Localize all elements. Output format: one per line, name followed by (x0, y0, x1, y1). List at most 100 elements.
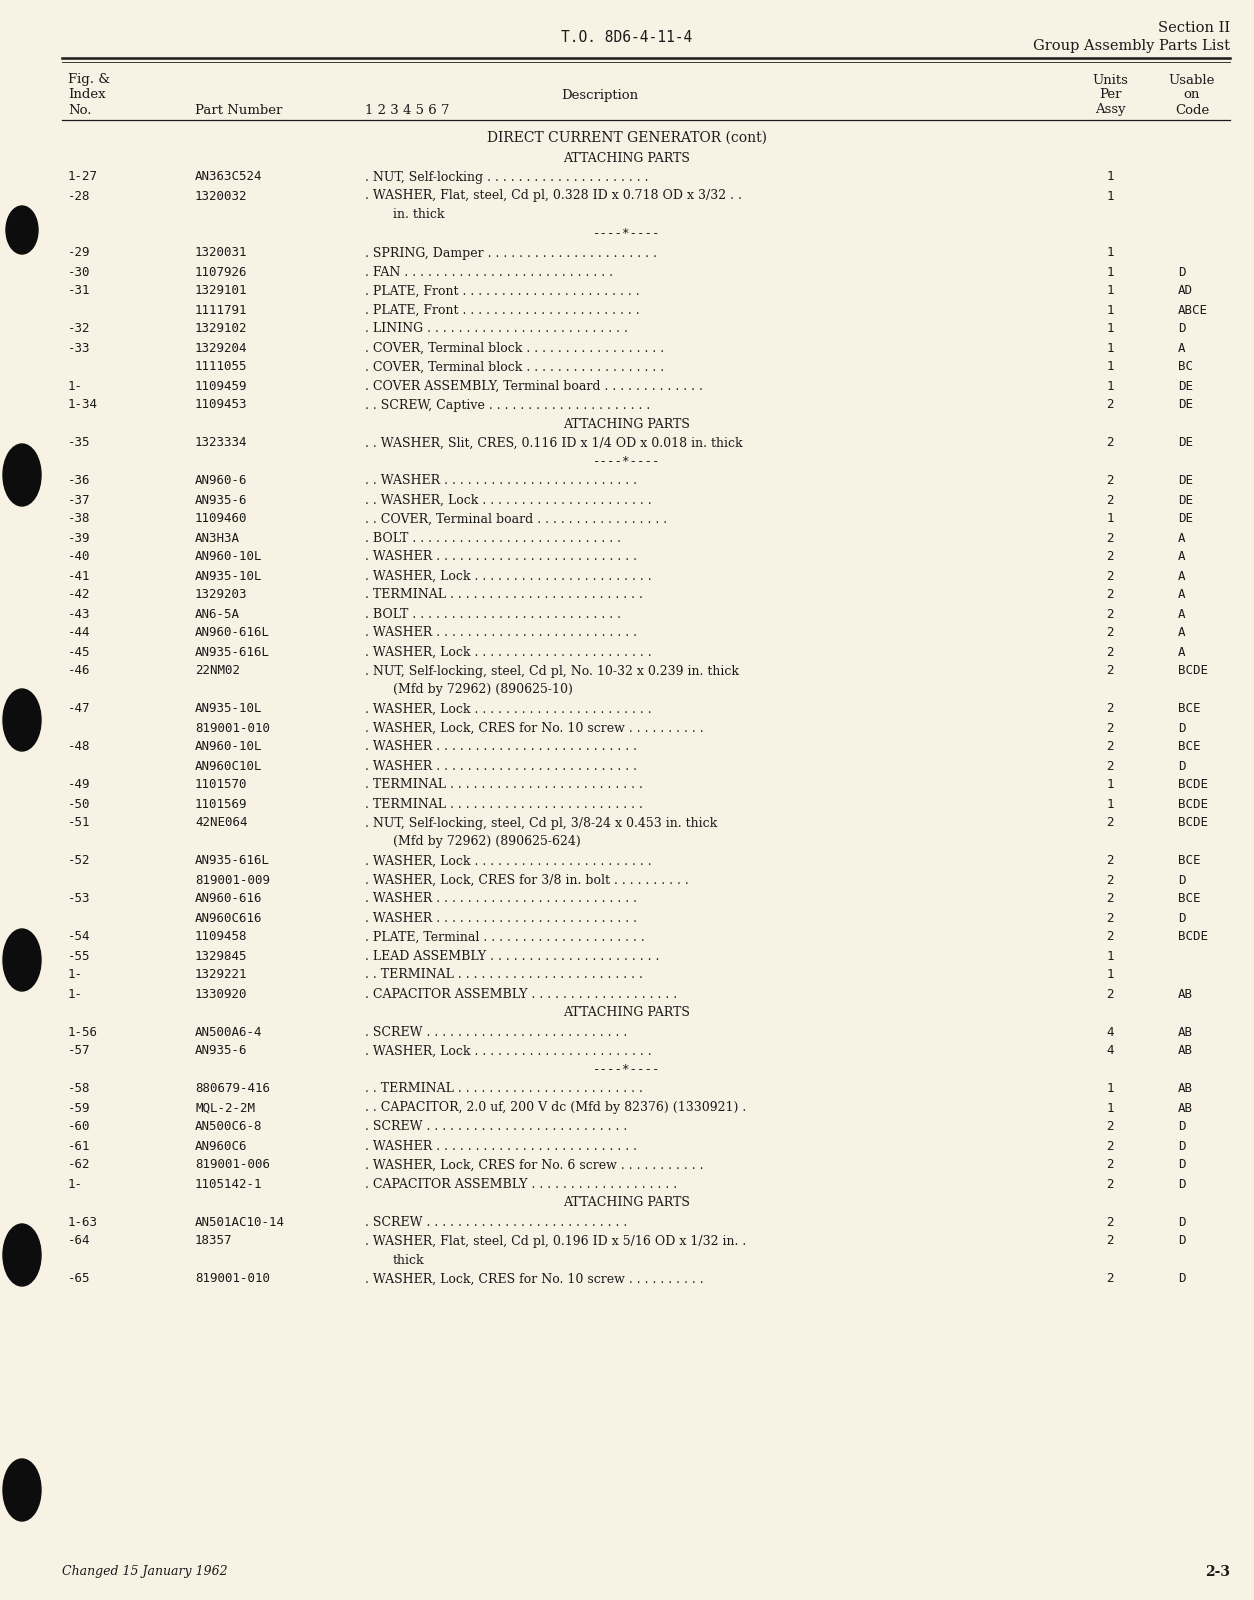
Text: 1: 1 (1106, 1101, 1114, 1115)
Text: 1: 1 (1106, 512, 1114, 525)
Text: . SPRING, Damper . . . . . . . . . . . . . . . . . . . . . .: . SPRING, Damper . . . . . . . . . . . .… (365, 246, 657, 259)
Text: . BOLT . . . . . . . . . . . . . . . . . . . . . . . . . . .: . BOLT . . . . . . . . . . . . . . . . .… (365, 608, 621, 621)
Text: AN935-616L: AN935-616L (196, 854, 270, 867)
Text: A: A (1178, 341, 1185, 355)
Text: -43: -43 (68, 608, 90, 621)
Text: 1: 1 (1106, 323, 1114, 336)
Text: AD: AD (1178, 285, 1193, 298)
Text: 2: 2 (1106, 1158, 1114, 1171)
Text: Per: Per (1099, 88, 1121, 101)
Text: -48: -48 (68, 741, 90, 754)
Text: -51: -51 (68, 816, 90, 829)
Text: 1105142-1: 1105142-1 (196, 1178, 262, 1190)
Text: BCE: BCE (1178, 741, 1200, 754)
Text: AN363C524: AN363C524 (196, 171, 262, 184)
Text: 1101570: 1101570 (196, 779, 247, 792)
Text: 2: 2 (1106, 398, 1114, 411)
Text: Section II: Section II (1157, 21, 1230, 35)
Text: ATTACHING PARTS: ATTACHING PARTS (563, 1006, 691, 1019)
Text: ----*----: ----*---- (593, 1064, 661, 1077)
Text: Group Assembly Parts List: Group Assembly Parts List (1033, 38, 1230, 53)
Text: -33: -33 (68, 341, 90, 355)
Text: thick: thick (393, 1253, 425, 1267)
Text: . . SCREW, Captive . . . . . . . . . . . . . . . . . . . . .: . . SCREW, Captive . . . . . . . . . . .… (365, 398, 651, 411)
Text: 1-: 1- (68, 1178, 83, 1190)
Text: 1111055: 1111055 (196, 360, 247, 373)
Text: -62: -62 (68, 1158, 90, 1171)
Text: ----*----: ----*---- (593, 227, 661, 240)
Text: D: D (1178, 1235, 1185, 1248)
Text: 1329203: 1329203 (196, 589, 247, 602)
Text: 2: 2 (1106, 1178, 1114, 1190)
Text: ATTACHING PARTS: ATTACHING PARTS (563, 1197, 691, 1210)
Text: -35: -35 (68, 437, 90, 450)
Text: 2: 2 (1106, 645, 1114, 659)
Text: 2: 2 (1106, 931, 1114, 944)
Text: D: D (1178, 912, 1185, 925)
Text: Changed 15 January 1962: Changed 15 January 1962 (61, 1565, 228, 1579)
Text: 880679-416: 880679-416 (196, 1083, 270, 1096)
Text: . CAPACITOR ASSEMBLY . . . . . . . . . . . . . . . . . . .: . CAPACITOR ASSEMBLY . . . . . . . . . .… (365, 1178, 677, 1190)
Text: 1-34: 1-34 (68, 398, 98, 411)
Text: -58: -58 (68, 1083, 90, 1096)
Text: . COVER ASSEMBLY, Terminal board . . . . . . . . . . . . .: . COVER ASSEMBLY, Terminal board . . . .… (365, 379, 703, 392)
Text: -47: -47 (68, 702, 90, 715)
Text: Fig. &: Fig. & (68, 74, 110, 86)
Text: D: D (1178, 323, 1185, 336)
Text: 1109458: 1109458 (196, 931, 247, 944)
Text: 2: 2 (1106, 1120, 1114, 1133)
Text: D: D (1178, 1178, 1185, 1190)
Text: 1109459: 1109459 (196, 379, 247, 392)
Text: . . WASHER, Slit, CRES, 0.116 ID x 1/4 OD x 0.018 in. thick: . . WASHER, Slit, CRES, 0.116 ID x 1/4 O… (365, 437, 742, 450)
Text: ABCE: ABCE (1178, 304, 1208, 317)
Text: Usable: Usable (1169, 74, 1215, 86)
Text: D: D (1178, 874, 1185, 886)
Text: AN935-6: AN935-6 (196, 1045, 247, 1058)
Text: AB: AB (1178, 987, 1193, 1000)
Text: -46: -46 (68, 664, 90, 677)
Text: -28: -28 (68, 189, 90, 203)
Text: . WASHER . . . . . . . . . . . . . . . . . . . . . . . . . .: . WASHER . . . . . . . . . . . . . . . .… (365, 741, 637, 754)
Text: . WASHER . . . . . . . . . . . . . . . . . . . . . . . . . .: . WASHER . . . . . . . . . . . . . . . .… (365, 893, 637, 906)
Text: AN500A6-4: AN500A6-4 (196, 1026, 262, 1038)
Text: . WASHER, Lock . . . . . . . . . . . . . . . . . . . . . . .: . WASHER, Lock . . . . . . . . . . . . .… (365, 570, 652, 582)
Text: A: A (1178, 589, 1185, 602)
Text: in. thick: in. thick (393, 208, 444, 221)
Text: DIRECT CURRENT GENERATOR (cont): DIRECT CURRENT GENERATOR (cont) (487, 131, 767, 146)
Text: 2: 2 (1106, 531, 1114, 544)
Text: 2: 2 (1106, 760, 1114, 773)
Text: 1-: 1- (68, 987, 83, 1000)
Text: -60: -60 (68, 1120, 90, 1133)
Text: 42NE064: 42NE064 (196, 816, 247, 829)
Text: -31: -31 (68, 285, 90, 298)
Text: BCDE: BCDE (1178, 664, 1208, 677)
Text: ATTACHING PARTS: ATTACHING PARTS (563, 152, 691, 165)
Text: 2: 2 (1106, 1216, 1114, 1229)
Text: 1: 1 (1106, 360, 1114, 373)
Text: -50: -50 (68, 797, 90, 811)
Text: . LINING . . . . . . . . . . . . . . . . . . . . . . . . . .: . LINING . . . . . . . . . . . . . . . .… (365, 323, 628, 336)
Text: 2: 2 (1106, 816, 1114, 829)
Text: -45: -45 (68, 645, 90, 659)
Text: 1329845: 1329845 (196, 949, 247, 963)
Text: D: D (1178, 266, 1185, 278)
Text: 1: 1 (1106, 779, 1114, 792)
Text: -39: -39 (68, 531, 90, 544)
Text: . . TERMINAL . . . . . . . . . . . . . . . . . . . . . . . .: . . TERMINAL . . . . . . . . . . . . . .… (365, 1083, 643, 1096)
Text: -55: -55 (68, 949, 90, 963)
Ellipse shape (6, 206, 38, 254)
Ellipse shape (3, 930, 41, 990)
Text: AN960-10L: AN960-10L (196, 550, 262, 563)
Text: ATTACHING PARTS: ATTACHING PARTS (563, 418, 691, 430)
Ellipse shape (3, 690, 41, 750)
Text: . TERMINAL . . . . . . . . . . . . . . . . . . . . . . . . .: . TERMINAL . . . . . . . . . . . . . . .… (365, 779, 643, 792)
Text: A: A (1178, 570, 1185, 582)
Text: . TERMINAL . . . . . . . . . . . . . . . . . . . . . . . . .: . TERMINAL . . . . . . . . . . . . . . .… (365, 589, 643, 602)
Text: 2: 2 (1106, 874, 1114, 886)
Text: . WASHER, Lock, CRES for No. 6 screw . . . . . . . . . . .: . WASHER, Lock, CRES for No. 6 screw . .… (365, 1158, 703, 1171)
Text: . NUT, Self-locking, steel, Cd pl, No. 10-32 x 0.239 in. thick: . NUT, Self-locking, steel, Cd pl, No. 1… (365, 664, 739, 677)
Text: 2: 2 (1106, 493, 1114, 507)
Text: 1109453: 1109453 (196, 398, 247, 411)
Text: Units: Units (1092, 74, 1127, 86)
Text: 1329221: 1329221 (196, 968, 247, 981)
